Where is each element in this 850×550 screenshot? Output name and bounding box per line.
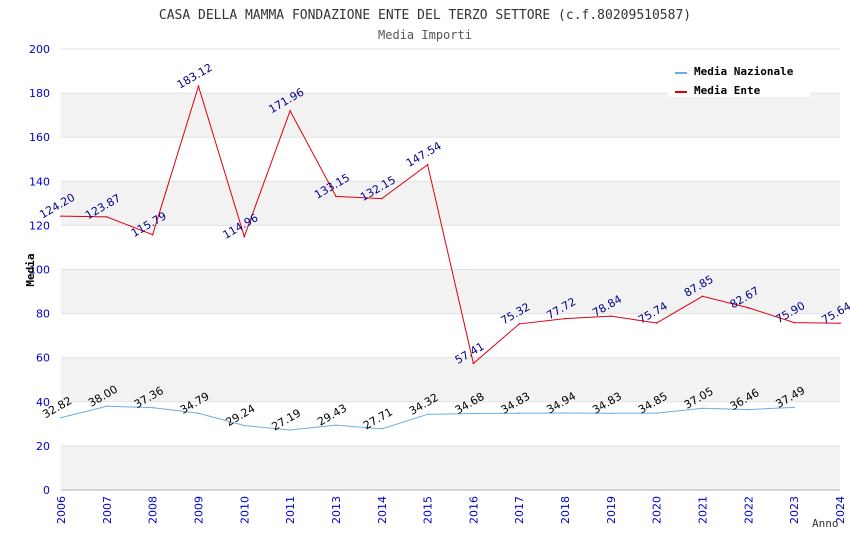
x-tick-label: 2009 bbox=[192, 496, 205, 524]
x-tick-labels: 2006 2007 2008 2009 2010 2011 2013 2014 2015 2016… bbox=[55, 496, 847, 524]
x-tick-label: 2014 bbox=[376, 496, 389, 524]
data-label: 183.12 bbox=[175, 61, 215, 92]
data-point bbox=[472, 412, 475, 415]
y-tick-label: 40 bbox=[36, 396, 50, 409]
y-tick-label: 180 bbox=[29, 87, 50, 100]
data-point bbox=[747, 408, 750, 411]
data-point bbox=[701, 295, 704, 298]
y-tick-label: 100 bbox=[29, 264, 50, 277]
x-tick-label: 2013 bbox=[330, 496, 343, 524]
data-point bbox=[151, 406, 154, 409]
x-tick-label: 2007 bbox=[101, 496, 114, 524]
y-tick-label: 80 bbox=[36, 308, 50, 321]
y-tick-label: 0 bbox=[43, 484, 50, 497]
data-point bbox=[793, 321, 795, 324]
x-tick-label: 2017 bbox=[513, 496, 526, 524]
y-tick-label: 200 bbox=[29, 43, 50, 56]
x-tick-label: 2010 bbox=[238, 496, 251, 524]
x-tick-label: 2011 bbox=[284, 496, 297, 524]
plot-band bbox=[61, 357, 840, 402]
y-tick-label: 60 bbox=[36, 352, 50, 365]
y-tick-labels: 0 20 40 60 80 100 120 140 160 180 200 bbox=[29, 43, 50, 497]
data-point bbox=[564, 412, 566, 414]
data-point bbox=[197, 412, 200, 415]
data-point bbox=[518, 412, 521, 414]
legend-label-media-nazionale: Media Nazionale bbox=[694, 65, 794, 78]
data-point bbox=[518, 323, 521, 325]
data-point bbox=[655, 322, 658, 324]
plot-band bbox=[61, 269, 840, 314]
data-point bbox=[610, 315, 612, 317]
x-tick-label: 2008 bbox=[147, 496, 160, 524]
legend-label-media-ente: Media Ente bbox=[694, 84, 761, 97]
legend-box bbox=[668, 59, 810, 97]
data-point bbox=[335, 424, 337, 426]
data-point bbox=[243, 235, 246, 238]
data-point bbox=[793, 406, 795, 409]
chart-title: CASA DELLA MAMMA FONDAZIONE ENTE DEL TER… bbox=[159, 8, 691, 23]
y-axis-label: Media bbox=[24, 253, 37, 286]
x-tick-label: 2016 bbox=[467, 496, 480, 524]
data-point bbox=[197, 85, 200, 88]
x-tick-label: 2019 bbox=[605, 496, 618, 524]
x-axis-label: Anno bbox=[812, 517, 839, 530]
x-tick-label: 2018 bbox=[559, 496, 572, 524]
plot-band bbox=[61, 445, 840, 490]
series-line-media-nazionale bbox=[60, 405, 795, 431]
plot-band bbox=[61, 181, 840, 226]
legend: Media Nazionale Media Ente bbox=[668, 59, 810, 97]
data-point bbox=[60, 416, 62, 419]
data-label: 147.54 bbox=[404, 139, 444, 170]
data-point bbox=[610, 412, 612, 414]
y-tick-label: 120 bbox=[29, 219, 50, 232]
data-point bbox=[839, 322, 841, 325]
y-tick-label: 140 bbox=[29, 175, 50, 188]
x-tick-label: 2015 bbox=[422, 496, 435, 524]
plot-band bbox=[61, 93, 840, 138]
y-tick-label: 20 bbox=[36, 440, 50, 453]
data-point bbox=[747, 306, 750, 309]
chart-subtitle: Media Importi bbox=[378, 28, 472, 42]
data-point bbox=[289, 110, 291, 112]
gridlines bbox=[61, 48, 840, 491]
data-point bbox=[243, 424, 246, 427]
data-point bbox=[106, 216, 108, 218]
data-point bbox=[426, 413, 429, 416]
data-point bbox=[655, 412, 658, 414]
data-point bbox=[564, 317, 566, 320]
y-tick-label: 160 bbox=[29, 131, 50, 144]
data-point bbox=[472, 362, 475, 365]
data-point bbox=[380, 197, 383, 200]
series-line-media-ente bbox=[60, 84, 841, 365]
data-point bbox=[60, 215, 62, 217]
data-point bbox=[289, 429, 291, 431]
x-tick-label: 2006 bbox=[55, 496, 68, 524]
x-tick-label: 2023 bbox=[788, 496, 801, 524]
x-tick-label: 2021 bbox=[697, 496, 710, 524]
plot-background-bands bbox=[61, 93, 840, 490]
data-point bbox=[380, 428, 383, 430]
data-point bbox=[335, 195, 337, 198]
data-point bbox=[151, 233, 154, 236]
x-tick-label: 2024 bbox=[834, 496, 847, 524]
data-label: 29.43 bbox=[315, 402, 349, 429]
data-point bbox=[701, 407, 704, 410]
data-point bbox=[106, 405, 108, 408]
data-point bbox=[426, 163, 429, 166]
x-tick-label: 2020 bbox=[651, 496, 664, 524]
series-lines bbox=[60, 84, 841, 431]
x-tick-label: 2022 bbox=[742, 496, 755, 524]
